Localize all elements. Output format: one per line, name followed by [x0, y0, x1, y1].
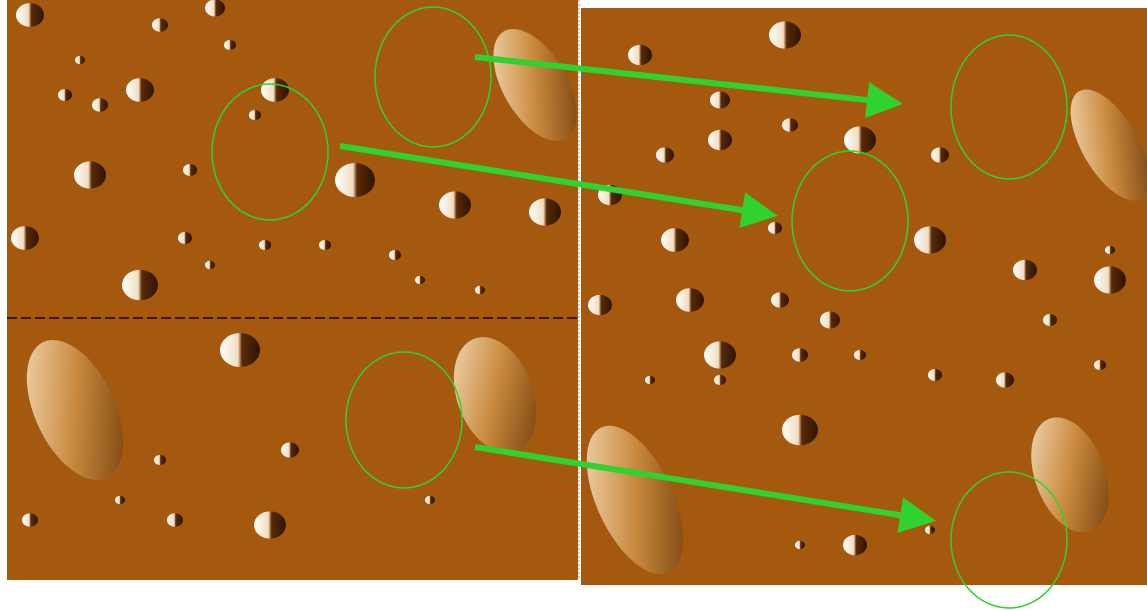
particle	[205, 0, 225, 17]
particle	[281, 442, 299, 457]
particle	[704, 341, 736, 368]
particle	[820, 312, 840, 329]
particle	[795, 541, 805, 550]
particle	[768, 222, 782, 234]
particle	[1094, 266, 1126, 293]
particle	[661, 228, 689, 252]
particle	[1105, 246, 1115, 255]
particle	[854, 350, 866, 360]
particle	[676, 288, 704, 312]
particle	[996, 372, 1014, 387]
particle	[439, 191, 471, 218]
particle	[708, 130, 732, 150]
particle	[914, 226, 946, 253]
particle	[249, 110, 261, 120]
particle	[645, 376, 655, 385]
particle	[475, 286, 485, 295]
particle	[16, 3, 44, 27]
particle	[115, 496, 125, 505]
particle	[425, 496, 435, 505]
particle	[261, 78, 289, 102]
particle	[259, 240, 271, 250]
particle	[183, 164, 197, 176]
particle	[588, 295, 612, 315]
particle	[843, 535, 867, 555]
particle	[22, 513, 38, 527]
particle	[844, 126, 876, 153]
particle	[714, 375, 726, 385]
particle	[1013, 260, 1037, 280]
particle	[220, 333, 260, 367]
particle	[92, 98, 108, 112]
particle	[75, 56, 85, 65]
particle	[154, 455, 166, 465]
particle	[389, 250, 401, 260]
particle	[335, 163, 375, 197]
particle	[1094, 360, 1106, 370]
particle	[178, 232, 192, 244]
particle	[928, 369, 942, 381]
particle	[319, 240, 331, 250]
particle	[152, 18, 168, 32]
particle	[224, 40, 236, 50]
left-scan	[7, 0, 578, 580]
page: (() => { const data = JSON.parse(documen…	[0, 0, 1147, 610]
particle	[74, 161, 106, 188]
particle	[656, 147, 674, 162]
afm-comparison	[0, 0, 1147, 610]
particle	[167, 513, 183, 527]
particle	[710, 92, 730, 109]
particle	[122, 270, 158, 301]
particle	[782, 118, 798, 132]
particle	[205, 261, 215, 270]
particle	[58, 89, 72, 101]
particle	[771, 292, 789, 307]
particle	[792, 348, 808, 362]
particle	[254, 511, 286, 538]
particle	[628, 45, 652, 65]
particle	[925, 526, 935, 535]
particle	[1043, 314, 1057, 326]
particle	[126, 78, 154, 102]
particle	[769, 21, 801, 48]
particle	[782, 415, 818, 446]
particle	[529, 198, 561, 225]
particle	[931, 147, 949, 162]
particle	[11, 226, 39, 250]
particle	[415, 276, 425, 285]
